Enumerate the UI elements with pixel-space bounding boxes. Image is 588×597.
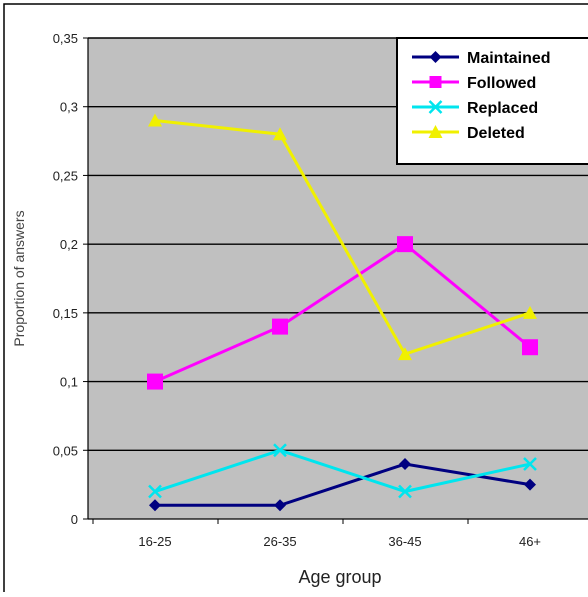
data-point bbox=[148, 113, 162, 127]
x-tick-label: 26-35 bbox=[263, 534, 296, 549]
x-axis-label: Age group bbox=[298, 567, 381, 587]
legend-entry: Replaced bbox=[412, 100, 538, 117]
data-point bbox=[273, 443, 287, 458]
legend-entry: Deleted bbox=[412, 125, 525, 142]
y-tick-label: 0,3 bbox=[60, 100, 78, 115]
data-point bbox=[398, 484, 412, 499]
series-group bbox=[147, 113, 538, 512]
y-tick-label: 0,25 bbox=[53, 168, 78, 183]
data-point bbox=[147, 373, 163, 390]
series-deleted bbox=[148, 113, 537, 361]
data-point bbox=[148, 484, 162, 499]
x-tick-label: 46+ bbox=[519, 534, 541, 549]
series-line bbox=[155, 462, 531, 507]
y-tick-label: 0,2 bbox=[60, 237, 78, 252]
legend-box bbox=[396, 37, 588, 165]
legend-label: Deleted bbox=[467, 125, 525, 142]
series-line bbox=[154, 242, 531, 383]
data-point bbox=[272, 318, 288, 335]
y-tick-label: 0 bbox=[71, 512, 78, 527]
data-point bbox=[522, 339, 538, 356]
data-point bbox=[399, 458, 411, 471]
data-point bbox=[524, 478, 536, 491]
data-point bbox=[398, 347, 412, 361]
data-point bbox=[273, 127, 287, 141]
data-point bbox=[429, 76, 442, 88]
data-point bbox=[428, 125, 443, 138]
series-followed bbox=[147, 236, 538, 390]
y-tick-label: 0,1 bbox=[60, 375, 78, 390]
x-tick-label: 36-45 bbox=[388, 534, 421, 549]
series-line bbox=[154, 118, 531, 356]
data-point bbox=[523, 305, 537, 319]
x-tick-label: 16-25 bbox=[138, 534, 171, 549]
legend-entry: Maintained bbox=[412, 50, 551, 67]
y-tick-label: 0,35 bbox=[53, 31, 78, 46]
data-point bbox=[523, 457, 537, 471]
data-point bbox=[397, 236, 413, 253]
legend: Maintained Followed Replaced Deleted bbox=[396, 37, 588, 165]
legend-label: Replaced bbox=[467, 100, 538, 117]
data-point bbox=[149, 499, 161, 512]
y-tick-label: 0,05 bbox=[53, 443, 78, 458]
axes: 0 0,05 0,1 0,15 0,2 0,25 0,3 0,35 16-25 26-35 36-4… bbox=[53, 31, 588, 549]
data-point bbox=[429, 51, 442, 63]
legend-entry: Followed bbox=[412, 75, 536, 92]
data-point bbox=[428, 100, 443, 114]
series-replaced bbox=[148, 443, 537, 499]
y-tick-label: 0,15 bbox=[53, 306, 78, 321]
series-maintained bbox=[149, 458, 536, 512]
legend-label: Followed bbox=[467, 75, 536, 92]
legend-label: Maintained bbox=[467, 50, 551, 67]
y-axis-label: Proportion of answers bbox=[11, 210, 27, 346]
data-point bbox=[274, 499, 286, 512]
series-line bbox=[154, 448, 531, 494]
